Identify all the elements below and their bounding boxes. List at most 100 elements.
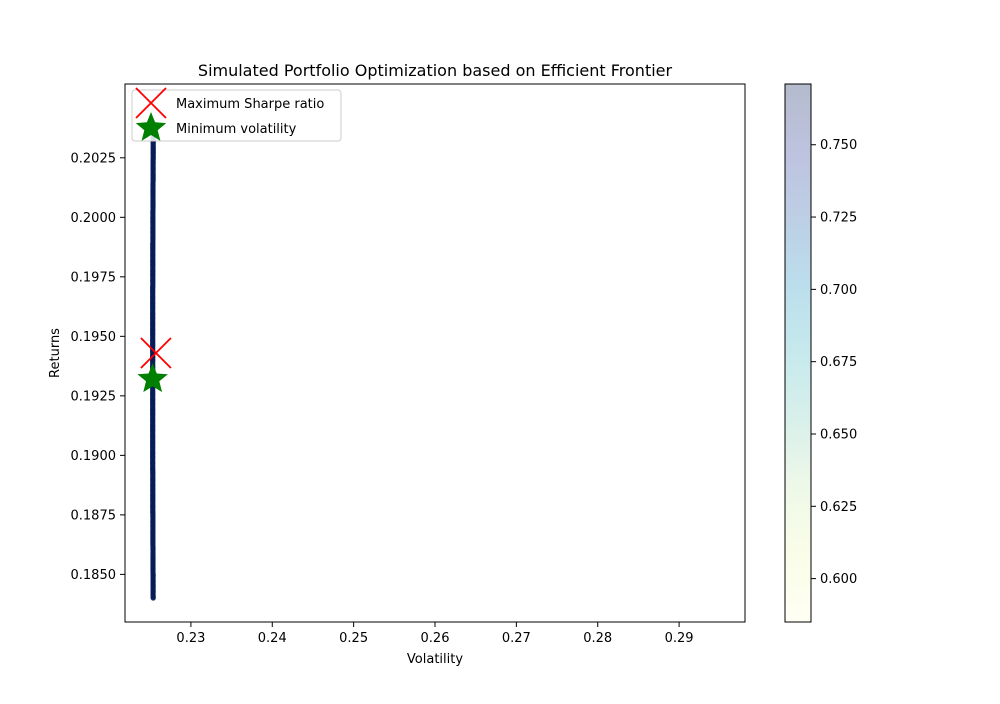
frontier-point [150,411,156,417]
x-tick-label: 0.29 [665,631,694,646]
y-tick-label: 0.1950 [71,330,117,345]
frontier-point [150,535,156,542]
frontier-point [150,523,156,529]
frontier-point [150,192,156,198]
frontier-point [150,225,156,231]
frontier-point [150,566,156,572]
legend-label-max-sharpe: Maximum Sharpe ratio [176,97,324,112]
y-tick-label: 0.1975 [71,270,117,285]
frontier-point [150,417,156,423]
frontier-point [150,241,156,247]
max-sharpe-marker [140,337,172,369]
frontier-point [150,453,156,460]
frontier-point [150,229,156,235]
frontier-point [150,556,156,562]
y-tick-label: 0.1850 [71,568,117,583]
frontier-point [150,208,156,215]
frontier-point [150,258,156,264]
frontier-point [150,288,156,294]
colorbar-tick-label: 0.600 [820,572,857,587]
colorbar-tick-label: 0.625 [820,500,857,515]
frontier-point [150,327,156,333]
frontier-point [150,552,156,558]
y-tick-label: 0.1875 [71,508,117,523]
frontier-point [150,165,156,172]
colorbar [785,84,811,622]
frontier-point [150,219,156,225]
frontier-point [150,482,156,489]
frontier-point [150,215,156,221]
colorbar-tick-label: 0.675 [820,355,857,370]
x-axis-label: Volatility [407,652,463,667]
frontier-point [150,284,156,290]
frontier-point [150,423,156,429]
frontier-point [150,337,156,343]
chart-title: Simulated Portfolio Optimization based o… [198,61,673,80]
frontier-point [150,294,156,300]
frontier-point [150,261,156,268]
frontier-point [150,407,156,413]
frontier-point [150,470,156,476]
frontier-point [150,546,156,552]
frontier-point [150,268,156,274]
frontier-points [150,120,156,601]
frontier-point [150,493,156,499]
y-tick-label: 0.2025 [71,151,117,166]
legend-box [131,89,342,142]
y-tick-label: 0.1900 [71,449,117,464]
x-tick-label: 0.28 [583,631,612,646]
frontier-point [150,433,156,439]
frontier-point [150,400,156,407]
frontier-point [150,390,156,396]
frontier-point [150,443,156,449]
frontier-point [150,582,156,588]
x-axis: 0.23 0.24 0.25 0.26 0.27 0.28 0.29 [176,622,694,646]
frontier-point [150,202,156,208]
frontier-point [150,321,156,327]
frontier-point [150,198,156,204]
x-tick-label: 0.25 [339,631,368,646]
frontier-point [150,172,156,178]
frontier-point [150,278,156,284]
frontier-point [150,311,156,317]
frontier-point [150,439,156,446]
frontier-point [150,145,156,151]
frontier-point [150,476,156,482]
frontier-point [150,466,156,472]
frontier-point [150,427,156,433]
frontier-point [150,578,156,585]
frontier-point [150,176,156,182]
frontier-point [150,149,156,155]
frontier-point [150,341,156,347]
x-tick-label: 0.23 [176,631,205,646]
frontier-point [150,539,156,546]
x-marker-icon [135,87,167,119]
frontier-point [150,509,156,515]
frontier-point [150,562,156,568]
frontier-point [150,529,156,535]
legend-entry-min-vol: Minimum volatility [135,112,297,141]
frontier-point [150,245,156,251]
y-axis: 0.1850 0.1875 0.1900 0.1925 0.1950 0.1975 0.20… [71,151,125,583]
y-axis-label: Returns [48,328,63,378]
x-tick-label: 0.27 [502,631,531,646]
frontier-point [150,235,156,241]
frontier-point [150,155,156,161]
frontier-point [150,486,156,492]
min-volatility-marker [137,363,168,393]
frontier-point [150,460,156,466]
frontier-point [150,357,156,364]
y-tick-label: 0.1925 [71,389,117,404]
frontier-point [150,503,156,509]
colorbar-tick-label: 0.750 [820,138,857,153]
colorbar-axis: 0.600 0.625 0.650 0.675 0.700 0.725 0.750 [811,138,857,587]
colorbar-tick-label: 0.650 [820,427,857,442]
plot-area [125,84,745,622]
frontier-point [150,496,156,503]
frontier-point [150,519,156,525]
frontier-point [150,159,156,165]
frontier-point [150,304,156,311]
y-tick-label: 0.2000 [71,211,117,226]
frontier-point [150,572,156,578]
